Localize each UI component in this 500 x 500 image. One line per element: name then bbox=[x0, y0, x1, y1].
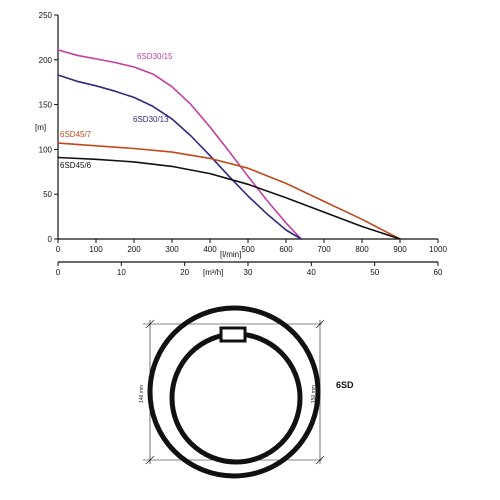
series-label-6sd45-7: 6SD45/7 bbox=[60, 130, 92, 139]
pump-dimension-diagram: 146 mm 150 mm 6SD bbox=[139, 305, 354, 479]
y-tick-label: 250 bbox=[39, 11, 53, 20]
x-tick-label: 300 bbox=[165, 245, 179, 254]
x-ticks: 0 100 200 300 400 500 600 700 800 900 1000 bbox=[56, 239, 447, 254]
x-tick-label: 800 bbox=[355, 245, 369, 254]
x-tick-label: 200 bbox=[127, 245, 141, 254]
y-tick-label: 200 bbox=[39, 56, 53, 65]
series-line-6sd30-15 bbox=[57, 49, 303, 240]
x-tick-label: 600 bbox=[279, 245, 293, 254]
x-tick-label: 0 bbox=[56, 245, 61, 254]
x-tick-label: 100 bbox=[89, 245, 103, 254]
series-label-6sd30-15: 6SD30/15 bbox=[137, 52, 173, 61]
outer-dimension-label: 150 mm bbox=[311, 385, 317, 403]
x-tick-label: 500 bbox=[241, 245, 255, 254]
y-tick-label: 50 bbox=[43, 190, 52, 199]
outer-ring bbox=[147, 305, 321, 479]
series-line-6sd45-6 bbox=[57, 156, 401, 240]
series-line-6sd30-13 bbox=[57, 74, 303, 240]
x2-axis-label: [m³/h] bbox=[203, 268, 223, 277]
y-tick-label: 150 bbox=[39, 101, 53, 110]
series-lines bbox=[57, 49, 401, 240]
x2-tick-label: 50 bbox=[370, 268, 379, 277]
x-axis-label: [l/min] bbox=[220, 250, 241, 259]
inner-ring bbox=[169, 331, 303, 465]
series-line-6sd45-7 bbox=[57, 142, 401, 240]
x-tick-label: 900 bbox=[393, 245, 407, 254]
series-label-6sd30-13: 6SD30/13 bbox=[133, 115, 169, 124]
x2-tick-label: 60 bbox=[434, 268, 443, 277]
plot-frame bbox=[57, 15, 438, 263]
x2-ticks: 0 10 20 30 40 50 60 bbox=[56, 262, 443, 277]
x2-tick-label: 10 bbox=[117, 268, 126, 277]
x2-tick-label: 30 bbox=[244, 268, 253, 277]
pump-model-tag: 6SD bbox=[336, 380, 354, 390]
inner-dimension-label: 146 mm bbox=[139, 385, 145, 403]
y-ticks: 0 50 100 150 200 250 bbox=[39, 11, 58, 244]
x-tick-label: 700 bbox=[317, 245, 331, 254]
y-tick-label: 100 bbox=[39, 145, 53, 154]
x2-tick-label: 40 bbox=[307, 268, 316, 277]
x-tick-label: 400 bbox=[203, 245, 217, 254]
x-tick-label: 1000 bbox=[429, 245, 447, 254]
cable-notch bbox=[219, 326, 247, 343]
x2-tick-label: 0 bbox=[56, 268, 61, 277]
x2-tick-label: 20 bbox=[180, 268, 189, 277]
y-axis-label: [m] bbox=[35, 123, 46, 132]
y-tick-label: 0 bbox=[48, 235, 53, 244]
series-label-6sd45-6: 6SD45/6 bbox=[60, 161, 92, 170]
